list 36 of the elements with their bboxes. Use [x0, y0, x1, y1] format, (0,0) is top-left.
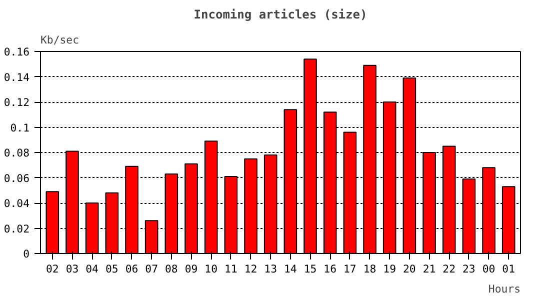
chart-title: Incoming articles (size) [194, 8, 368, 22]
x-tick-label: 04 [86, 262, 98, 276]
y-tick-label: 0.16 [4, 46, 30, 58]
x-tick-label: 06 [125, 262, 138, 276]
x-tick-label: 10 [204, 262, 218, 276]
x-tick-label: 22 [442, 262, 456, 276]
y-axis-title: Kb/sec [40, 34, 79, 46]
x-tick-label: 18 [363, 262, 376, 276]
x-tick-label: 08 [164, 262, 178, 276]
x-tick-label: 12 [244, 262, 258, 276]
x-tick-label: 11 [224, 262, 238, 276]
x-tick-label: 00 [482, 262, 496, 276]
x-tick-label: 15 [304, 262, 317, 276]
x-tick-label: 07 [145, 262, 158, 276]
y-tick-label: 0.12 [4, 96, 30, 109]
y-tick-label: 0.14 [4, 70, 30, 84]
x-tick-label: 21 [422, 262, 436, 276]
x-tick-label: 02 [46, 262, 59, 276]
x-tick-label: 14 [284, 262, 297, 276]
x-tick-label: 16 [324, 262, 337, 276]
x-tick-label: 23 [462, 262, 476, 276]
y-tick-label: 0 [23, 248, 30, 260]
y-tick-label: 0.04 [4, 197, 30, 210]
x-tick-label: 01 [502, 262, 516, 276]
x-tick-label: 20 [403, 262, 416, 276]
y-tick-label: 0.06 [4, 172, 30, 185]
y-tick-label: 0.02 [4, 222, 30, 236]
x-tick-label: 19 [383, 262, 396, 276]
y-tick-label: 0.08 [4, 146, 30, 160]
x-axis-title: Hours [488, 282, 520, 296]
x-tick-label: 03 [66, 262, 79, 276]
x-tick-label: 13 [264, 262, 278, 276]
x-tick-label: 09 [184, 262, 198, 276]
x-tick-label: 05 [105, 262, 118, 276]
y-tick-label: 0.1 [10, 121, 30, 134]
x-tick-label: 17 [344, 262, 356, 276]
